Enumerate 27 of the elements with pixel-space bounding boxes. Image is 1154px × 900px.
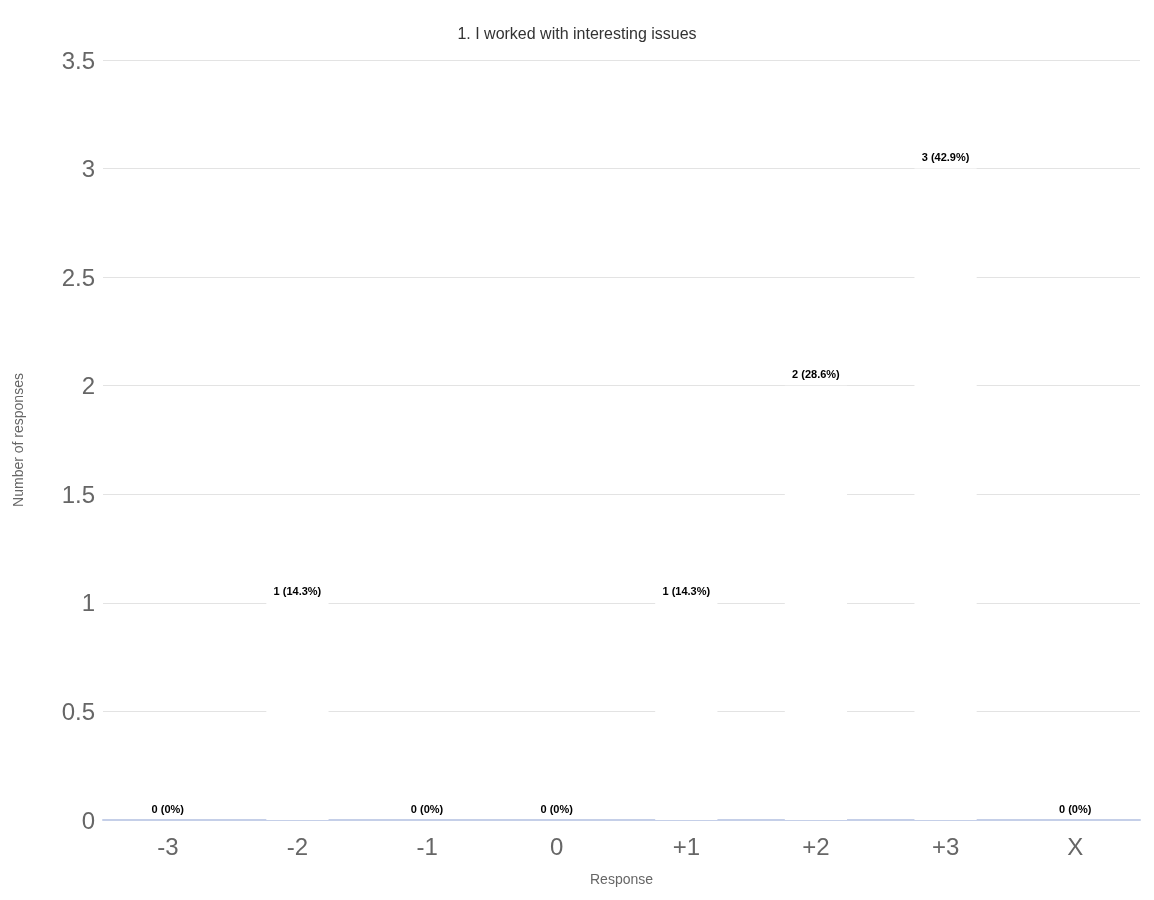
x-tick-label: -2 [286, 832, 309, 860]
data-label: 0 (0%) [151, 802, 185, 815]
y-axis-title: Number of responses [10, 373, 26, 507]
chart-title: 1. I worked with interesting issues [457, 24, 697, 42]
data-label: 2 (28.6%) [792, 368, 841, 381]
y-tick-label: 0.5 [61, 697, 95, 725]
x-tick-label: +1 [672, 832, 700, 860]
y-tick-label: 0 [81, 806, 95, 834]
x-tick-label: -1 [416, 832, 438, 860]
x-tick-label: +3 [931, 832, 960, 860]
y-tick-label: 3.5 [61, 46, 95, 74]
y-tick-label: 1.5 [61, 480, 95, 508]
y-tick-label: 1 [81, 589, 95, 617]
x-axis-title: Response [589, 871, 654, 887]
x-tick-label: -3 [157, 832, 179, 860]
x-tick-label: +2 [802, 832, 830, 860]
data-label: 1 (14.3%) [662, 585, 711, 598]
x-tick-label: 0 [550, 832, 564, 860]
data-label: 0 (0%) [410, 802, 444, 815]
y-tick-label: 2.5 [61, 263, 95, 291]
y-tick-label: 2 [81, 372, 95, 400]
data-label: 0 (0%) [1058, 802, 1092, 815]
data-label: 1 (14.3%) [273, 585, 322, 598]
data-label: 0 (0%) [540, 802, 574, 815]
x-tick-label: X [1067, 832, 1084, 860]
data-label: 3 (42.9%) [921, 151, 970, 164]
y-tick-label: 3 [81, 155, 95, 183]
